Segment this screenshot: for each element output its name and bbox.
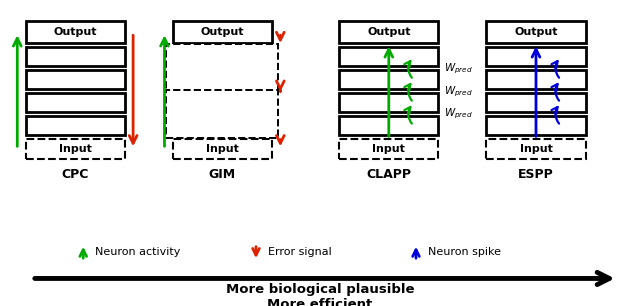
Bar bbox=[486, 47, 586, 66]
Text: $W_{pred}$: $W_{pred}$ bbox=[444, 107, 472, 121]
Text: Output: Output bbox=[54, 28, 97, 37]
FancyArrowPatch shape bbox=[552, 61, 559, 78]
Bar bbox=[486, 116, 586, 135]
Bar bbox=[339, 116, 438, 135]
Bar bbox=[486, 70, 586, 89]
Bar bbox=[173, 21, 272, 43]
Bar bbox=[166, 90, 278, 138]
Bar bbox=[26, 139, 125, 159]
Text: Error signal: Error signal bbox=[268, 248, 332, 257]
Text: Input: Input bbox=[372, 144, 405, 154]
Bar bbox=[26, 47, 125, 66]
Text: Output: Output bbox=[515, 28, 557, 37]
Bar bbox=[26, 93, 125, 112]
Text: CLAPP: CLAPP bbox=[366, 168, 412, 181]
Text: CPC: CPC bbox=[61, 168, 89, 181]
Bar bbox=[339, 21, 438, 43]
Bar bbox=[339, 93, 438, 112]
Bar bbox=[486, 21, 586, 43]
Text: GIM: GIM bbox=[209, 168, 236, 181]
Bar bbox=[26, 116, 125, 135]
FancyArrowPatch shape bbox=[404, 84, 412, 101]
Bar bbox=[173, 139, 272, 159]
Bar bbox=[166, 44, 278, 92]
Text: $W_{pred}$: $W_{pred}$ bbox=[444, 84, 472, 99]
Text: $W_{pred}$: $W_{pred}$ bbox=[444, 61, 472, 76]
Text: Input: Input bbox=[59, 144, 92, 154]
FancyArrowPatch shape bbox=[552, 107, 559, 124]
Text: More biological plausible: More biological plausible bbox=[226, 283, 414, 296]
Bar bbox=[339, 47, 438, 66]
Text: Output: Output bbox=[201, 28, 244, 37]
Bar bbox=[173, 47, 272, 66]
FancyArrowPatch shape bbox=[404, 107, 412, 124]
Text: Output: Output bbox=[367, 28, 410, 37]
Bar bbox=[486, 139, 586, 159]
Text: ESPP: ESPP bbox=[518, 168, 554, 181]
Text: Neuron spike: Neuron spike bbox=[428, 248, 500, 257]
FancyArrowPatch shape bbox=[552, 84, 559, 101]
Bar bbox=[339, 70, 438, 89]
Bar bbox=[173, 93, 272, 112]
Text: Input: Input bbox=[520, 144, 552, 154]
Bar bbox=[173, 116, 272, 135]
FancyArrowPatch shape bbox=[404, 61, 412, 78]
Bar bbox=[486, 93, 586, 112]
Bar bbox=[26, 21, 125, 43]
Bar bbox=[173, 70, 272, 89]
Bar bbox=[339, 139, 438, 159]
Text: Neuron activity: Neuron activity bbox=[95, 248, 180, 257]
Text: Input: Input bbox=[206, 144, 239, 154]
Bar bbox=[26, 70, 125, 89]
Text: More efficient: More efficient bbox=[268, 298, 372, 306]
